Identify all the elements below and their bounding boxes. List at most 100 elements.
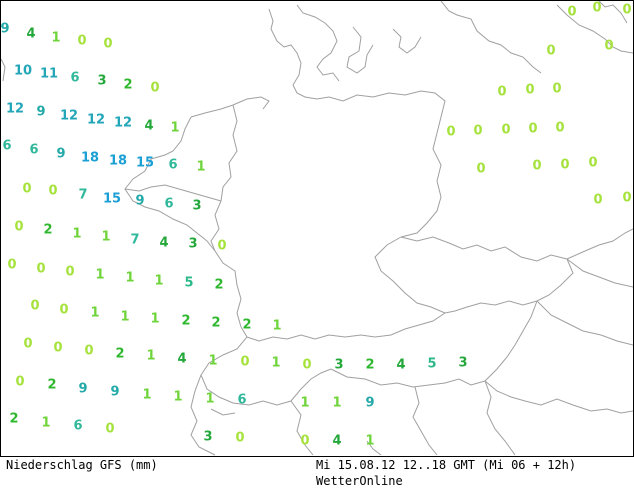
precip-value: 0 [23, 337, 32, 352]
precip-value: 0 [22, 182, 31, 197]
precip-value: 0 [546, 44, 555, 59]
precip-value: 0 [446, 125, 455, 140]
precip-value: 2 [181, 314, 190, 329]
precip-value: 0 [567, 5, 576, 20]
precip-value: 0 [14, 220, 23, 235]
precip-value: 2 [365, 358, 374, 373]
precip-value: 1 [365, 434, 374, 449]
precip-value: 1 [154, 274, 163, 289]
precip-value: 3 [458, 356, 467, 371]
precip-value: 0 [48, 184, 57, 199]
precip-value: 0 [7, 258, 16, 273]
precip-value: 4 [144, 119, 153, 134]
precip-value: 0 [15, 375, 24, 390]
precip-value: 1 [90, 306, 99, 321]
precip-value: 4 [396, 358, 405, 373]
precip-value: 0 [150, 81, 159, 96]
precip-value: 12 [114, 116, 132, 131]
precip-value: 1 [332, 396, 341, 411]
precip-value: 12 [60, 109, 78, 124]
precip-value: 0 [84, 344, 93, 359]
precip-value: 15 [136, 156, 154, 171]
precip-value: 2 [123, 78, 132, 93]
precip-value: 0 [501, 123, 510, 138]
precip-value: 4 [26, 27, 35, 42]
precip-value: 1 [196, 160, 205, 175]
precip-value: 1 [271, 356, 280, 371]
precip-value: 1 [41, 416, 50, 431]
precip-value: 9 [56, 147, 65, 162]
precip-value: 3 [203, 430, 212, 445]
precip-value: 0 [604, 39, 613, 54]
precip-value: 7 [130, 233, 139, 248]
precip-value: 0 [555, 121, 564, 136]
country-borders [1, 1, 633, 456]
precip-value: 3 [97, 74, 106, 89]
precip-value: 2 [9, 412, 18, 427]
precip-value: 0 [65, 265, 74, 280]
precip-value: 0 [77, 34, 86, 49]
precip-value: 2 [214, 278, 223, 293]
precip-value: 6 [164, 197, 173, 212]
precip-value: 0 [30, 299, 39, 314]
precip-value: 9 [365, 396, 374, 411]
precip-value: 1 [173, 390, 182, 405]
precip-value: 9 [36, 105, 45, 120]
precip-value: 1 [142, 388, 151, 403]
precipitation-map: 9 4 1 0 0 0 0 0 10 11 6 3 2 0 0 0 0 0 0 12 9 12 12 12 4 1 0 0 0 0 0 6 6 9… [0, 0, 634, 457]
precip-value: 0 [103, 37, 112, 52]
precip-value: 18 [81, 151, 99, 166]
precip-value: 4 [177, 352, 186, 367]
precip-value: 4 [159, 236, 168, 251]
precip-value: 0 [588, 156, 597, 171]
map-title: Niederschlag GFS (mm) [6, 458, 158, 472]
precip-value: 0 [217, 239, 226, 254]
precip-value: 4 [332, 434, 341, 449]
precip-value: 1 [101, 230, 110, 245]
precip-value: 0 [476, 162, 485, 177]
precip-value: 1 [146, 349, 155, 364]
precip-value: 12 [87, 113, 105, 128]
precip-value: 0 [497, 85, 506, 100]
precip-value: 0 [36, 262, 45, 277]
precip-value: 1 [170, 121, 179, 136]
precip-value: 0 [473, 124, 482, 139]
valid-time: Mi 15.08.12 12..18 GMT (Mi 06 + 12h) [316, 458, 577, 472]
precip-value: 1 [208, 354, 217, 369]
precip-value: 3 [192, 199, 201, 214]
map-canvas: 9 4 1 0 00 0 010 11 6 3 2 00 00 0 012 9 12 12 12 4 1 0 0 0 0 06 6 9… [1, 1, 633, 456]
precip-value: 1 [300, 396, 309, 411]
precip-value: 0 [560, 158, 569, 173]
precip-value: 0 [240, 355, 249, 370]
precip-value: 1 [150, 312, 159, 327]
precip-value: 0 [528, 122, 537, 137]
precip-value: 2 [211, 316, 220, 331]
source-label: WetterOnline [316, 474, 403, 488]
precip-value: 18 [109, 154, 127, 169]
precip-value: 2 [115, 347, 124, 362]
precip-value: 11 [40, 67, 58, 82]
precip-value: 6 [73, 419, 82, 434]
precip-value: 6 [237, 393, 246, 408]
precip-value: 0 [593, 193, 602, 208]
precip-value: 7 [78, 188, 87, 203]
precip-value: 0 [302, 358, 311, 373]
precip-value: 6 [168, 158, 177, 173]
precip-value: 1 [95, 268, 104, 283]
precip-value: 2 [47, 378, 56, 393]
precip-value: 1 [120, 310, 129, 325]
precip-value: 0 [525, 83, 534, 98]
map-footer: Niederschlag GFS (mm) Mi 15.08.12 12..18… [0, 457, 634, 490]
precip-value: 3 [334, 358, 343, 373]
precip-value: 0 [592, 1, 601, 16]
precip-value: 0 [105, 422, 114, 437]
precip-value: 0 [59, 303, 68, 318]
precip-value: 0 [235, 431, 244, 446]
precip-value: 5 [184, 276, 193, 291]
precip-value: 6 [2, 139, 11, 154]
precipitation-values: 9 4 1 0 00 0 010 11 6 3 2 00 00 0 012 9 12 12 12 4 1 0 0 0 0 06 6 9… [1, 1, 632, 449]
precip-value: 1 [205, 392, 214, 407]
precip-value: 0 [622, 191, 631, 206]
precip-value: 6 [70, 71, 79, 86]
precip-value: 15 [103, 192, 121, 207]
